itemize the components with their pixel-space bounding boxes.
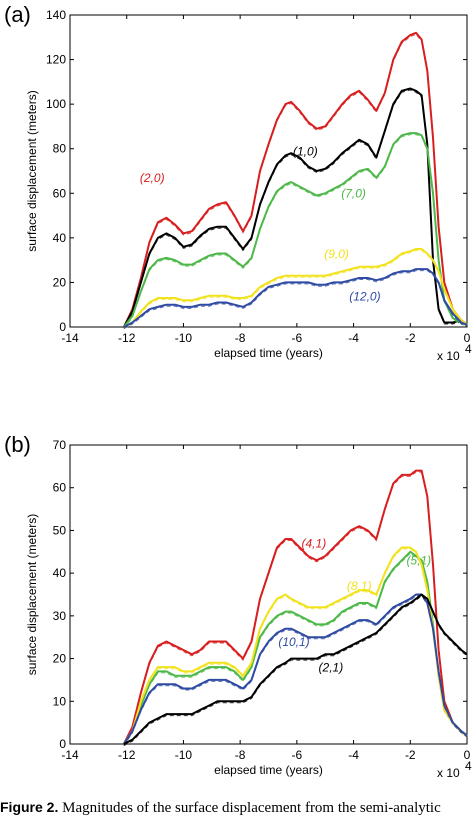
y-tick-label: 30 bbox=[53, 609, 67, 623]
series-label: (2,0) bbox=[140, 171, 165, 185]
x-tick-label: 0 bbox=[464, 331, 471, 345]
axes-frame bbox=[69, 14, 468, 328]
y-tick-label: 0 bbox=[59, 737, 66, 751]
series-line-dashed bbox=[123, 270, 468, 329]
series-line bbox=[123, 469, 468, 745]
y-axis-label: surface displacement (meters) bbox=[25, 514, 39, 675]
series-line bbox=[123, 593, 468, 745]
x-tick-label: 0 bbox=[464, 748, 471, 762]
series-line bbox=[123, 87, 468, 328]
x-multiplier-label: x 10 bbox=[437, 349, 460, 363]
series-line bbox=[122, 31, 468, 328]
series-line bbox=[123, 593, 468, 745]
y-tick-label: 60 bbox=[53, 186, 67, 200]
series-line-dashed bbox=[123, 548, 468, 746]
caption-text: Magnitudes of the surface displacement f… bbox=[62, 800, 441, 816]
x-tick-label: -2 bbox=[405, 748, 416, 762]
panel-a: -14 -12 -10 -8 -6 -4 -2 0 0 20 40 60 80 100 120 140 (2,0… bbox=[4, 2, 472, 363]
y-tick-label: 100 bbox=[46, 97, 66, 111]
x-tick-label: -8 bbox=[235, 748, 246, 762]
x-tick-label: -4 bbox=[348, 331, 359, 345]
y-axis-label: surface displacement (meters) bbox=[25, 90, 39, 251]
series-line-dashed bbox=[123, 134, 468, 329]
x-tick-label: -8 bbox=[235, 331, 246, 345]
y-tick-label: 50 bbox=[53, 523, 67, 537]
y-tick-label: 140 bbox=[46, 8, 66, 22]
x-tick-label: -12 bbox=[118, 748, 136, 762]
panel-label: (b) bbox=[4, 432, 31, 457]
y-tick-label: 20 bbox=[53, 652, 67, 666]
panel-b: -14 -12 -10 -8 -6 -4 -2 0010203040506070(4,1)(5… bbox=[4, 432, 472, 780]
y-tick-label: 0 bbox=[59, 320, 66, 334]
y-tick-label: 40 bbox=[53, 566, 67, 580]
x-multiplier-label: x 10 bbox=[437, 766, 460, 780]
axes-frame bbox=[69, 444, 468, 745]
y-tick-label: 70 bbox=[53, 438, 67, 452]
x-tick-label: -14 bbox=[61, 748, 79, 762]
series-line-dashed bbox=[123, 595, 468, 746]
figure-caption: Figure 2. Magnitudes of the surface disp… bbox=[0, 799, 474, 818]
series-line-dashed bbox=[123, 89, 468, 329]
series-line bbox=[123, 132, 468, 328]
series-line bbox=[123, 248, 468, 328]
y-tick-label: 10 bbox=[53, 694, 67, 708]
x-multiplier-exponent: 4 bbox=[465, 342, 472, 356]
series-line-dashed bbox=[123, 552, 468, 746]
series-label: (10,1) bbox=[278, 635, 309, 649]
series-line-dashed bbox=[123, 595, 468, 746]
x-tick-label: -10 bbox=[175, 331, 193, 345]
series-label: (12,0) bbox=[349, 289, 380, 303]
caption-label: Figure 2. bbox=[0, 799, 59, 815]
x-tick-label: -10 bbox=[175, 748, 193, 762]
series-label: (4,1) bbox=[302, 537, 327, 551]
series-line bbox=[123, 546, 468, 745]
series-line bbox=[123, 550, 468, 745]
y-tick-label: 80 bbox=[53, 142, 67, 156]
series-label: (9,0) bbox=[324, 247, 349, 261]
x-axis-label: elapsed time (years) bbox=[214, 763, 323, 777]
series-label: (8,1) bbox=[347, 579, 372, 593]
x-axis-label: elapsed time (years) bbox=[214, 346, 323, 360]
y-tick-label: 20 bbox=[53, 275, 67, 289]
series-label: (2,1) bbox=[319, 660, 344, 674]
x-multiplier-exponent: 4 bbox=[465, 759, 472, 773]
series-line-dashed bbox=[123, 33, 468, 329]
y-tick-label: 60 bbox=[53, 481, 67, 495]
panel-label: (a) bbox=[4, 2, 31, 27]
x-tick-label: -4 bbox=[348, 748, 359, 762]
x-tick-label: -6 bbox=[292, 748, 303, 762]
y-tick-label: 120 bbox=[46, 53, 66, 67]
x-tick-label: -14 bbox=[61, 331, 79, 345]
x-tick-label: -2 bbox=[405, 331, 416, 345]
series-label: (7,0) bbox=[341, 187, 366, 201]
series-line bbox=[123, 268, 468, 328]
x-tick-label: -12 bbox=[118, 331, 136, 345]
x-tick-label: -6 bbox=[292, 331, 303, 345]
series-line-dashed bbox=[123, 250, 468, 329]
y-tick-label: 40 bbox=[53, 231, 67, 245]
series-label: (1,0) bbox=[293, 144, 318, 158]
series-line-dashed bbox=[123, 471, 468, 746]
